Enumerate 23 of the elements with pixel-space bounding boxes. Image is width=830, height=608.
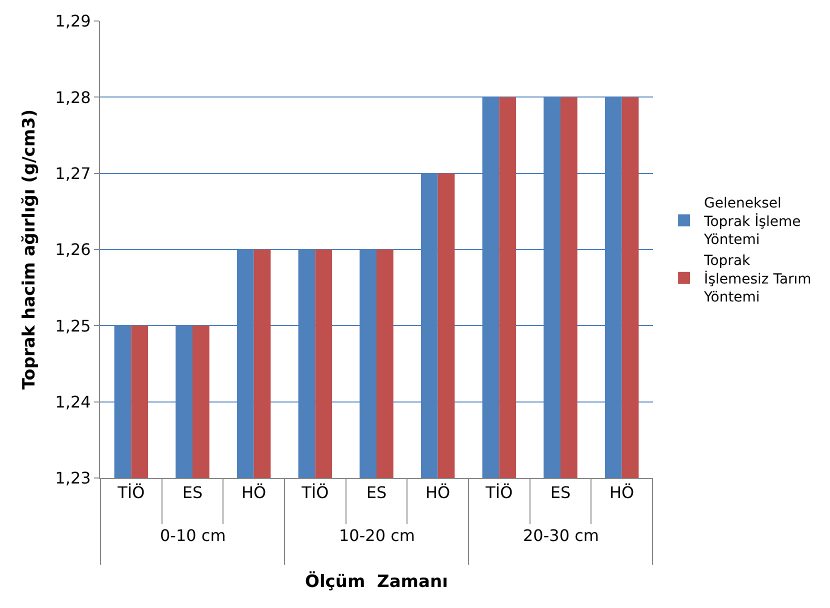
x-tick-label: HÖ — [610, 483, 634, 502]
x-tick-label: HÖ — [426, 483, 450, 502]
text: 20-30 cm — [523, 526, 599, 545]
y-axis-title: Toprak hacim ağırlığı (g/cm3) — [20, 109, 40, 390]
x-tick-label: TİÖ — [300, 483, 329, 502]
x-tick-label: ES — [182, 483, 203, 502]
text: 0-10 cm — [160, 526, 226, 545]
legend-label: Geleneksel Toprak İşleme Yöntemi — [703, 196, 801, 248]
legend-label: Toprak İşlemesiz Tarım Yöntemi — [703, 253, 812, 306]
x-tick-label: HÖ — [242, 483, 266, 502]
x-tick-label: TİÖ — [484, 483, 513, 502]
y-tick-label: 1,28 — [55, 88, 91, 107]
y-tick-label: 1,25 — [55, 316, 91, 336]
x-tick-label: ES — [366, 483, 387, 502]
y-tick-label: 1,27 — [55, 164, 91, 183]
y-tick-label: 1,23 — [55, 468, 91, 488]
y-tick-label: 1,26 — [55, 240, 91, 260]
text: 10-20 cm — [339, 526, 415, 545]
x-tick-label: ES — [550, 483, 571, 502]
y-tick-label: 1,29 — [55, 12, 91, 31]
y-tick-label: 1,24 — [55, 392, 91, 412]
x-axis-title: Ölçüm Zamanı — [305, 571, 448, 592]
x-tick-label: TİÖ — [116, 483, 145, 502]
